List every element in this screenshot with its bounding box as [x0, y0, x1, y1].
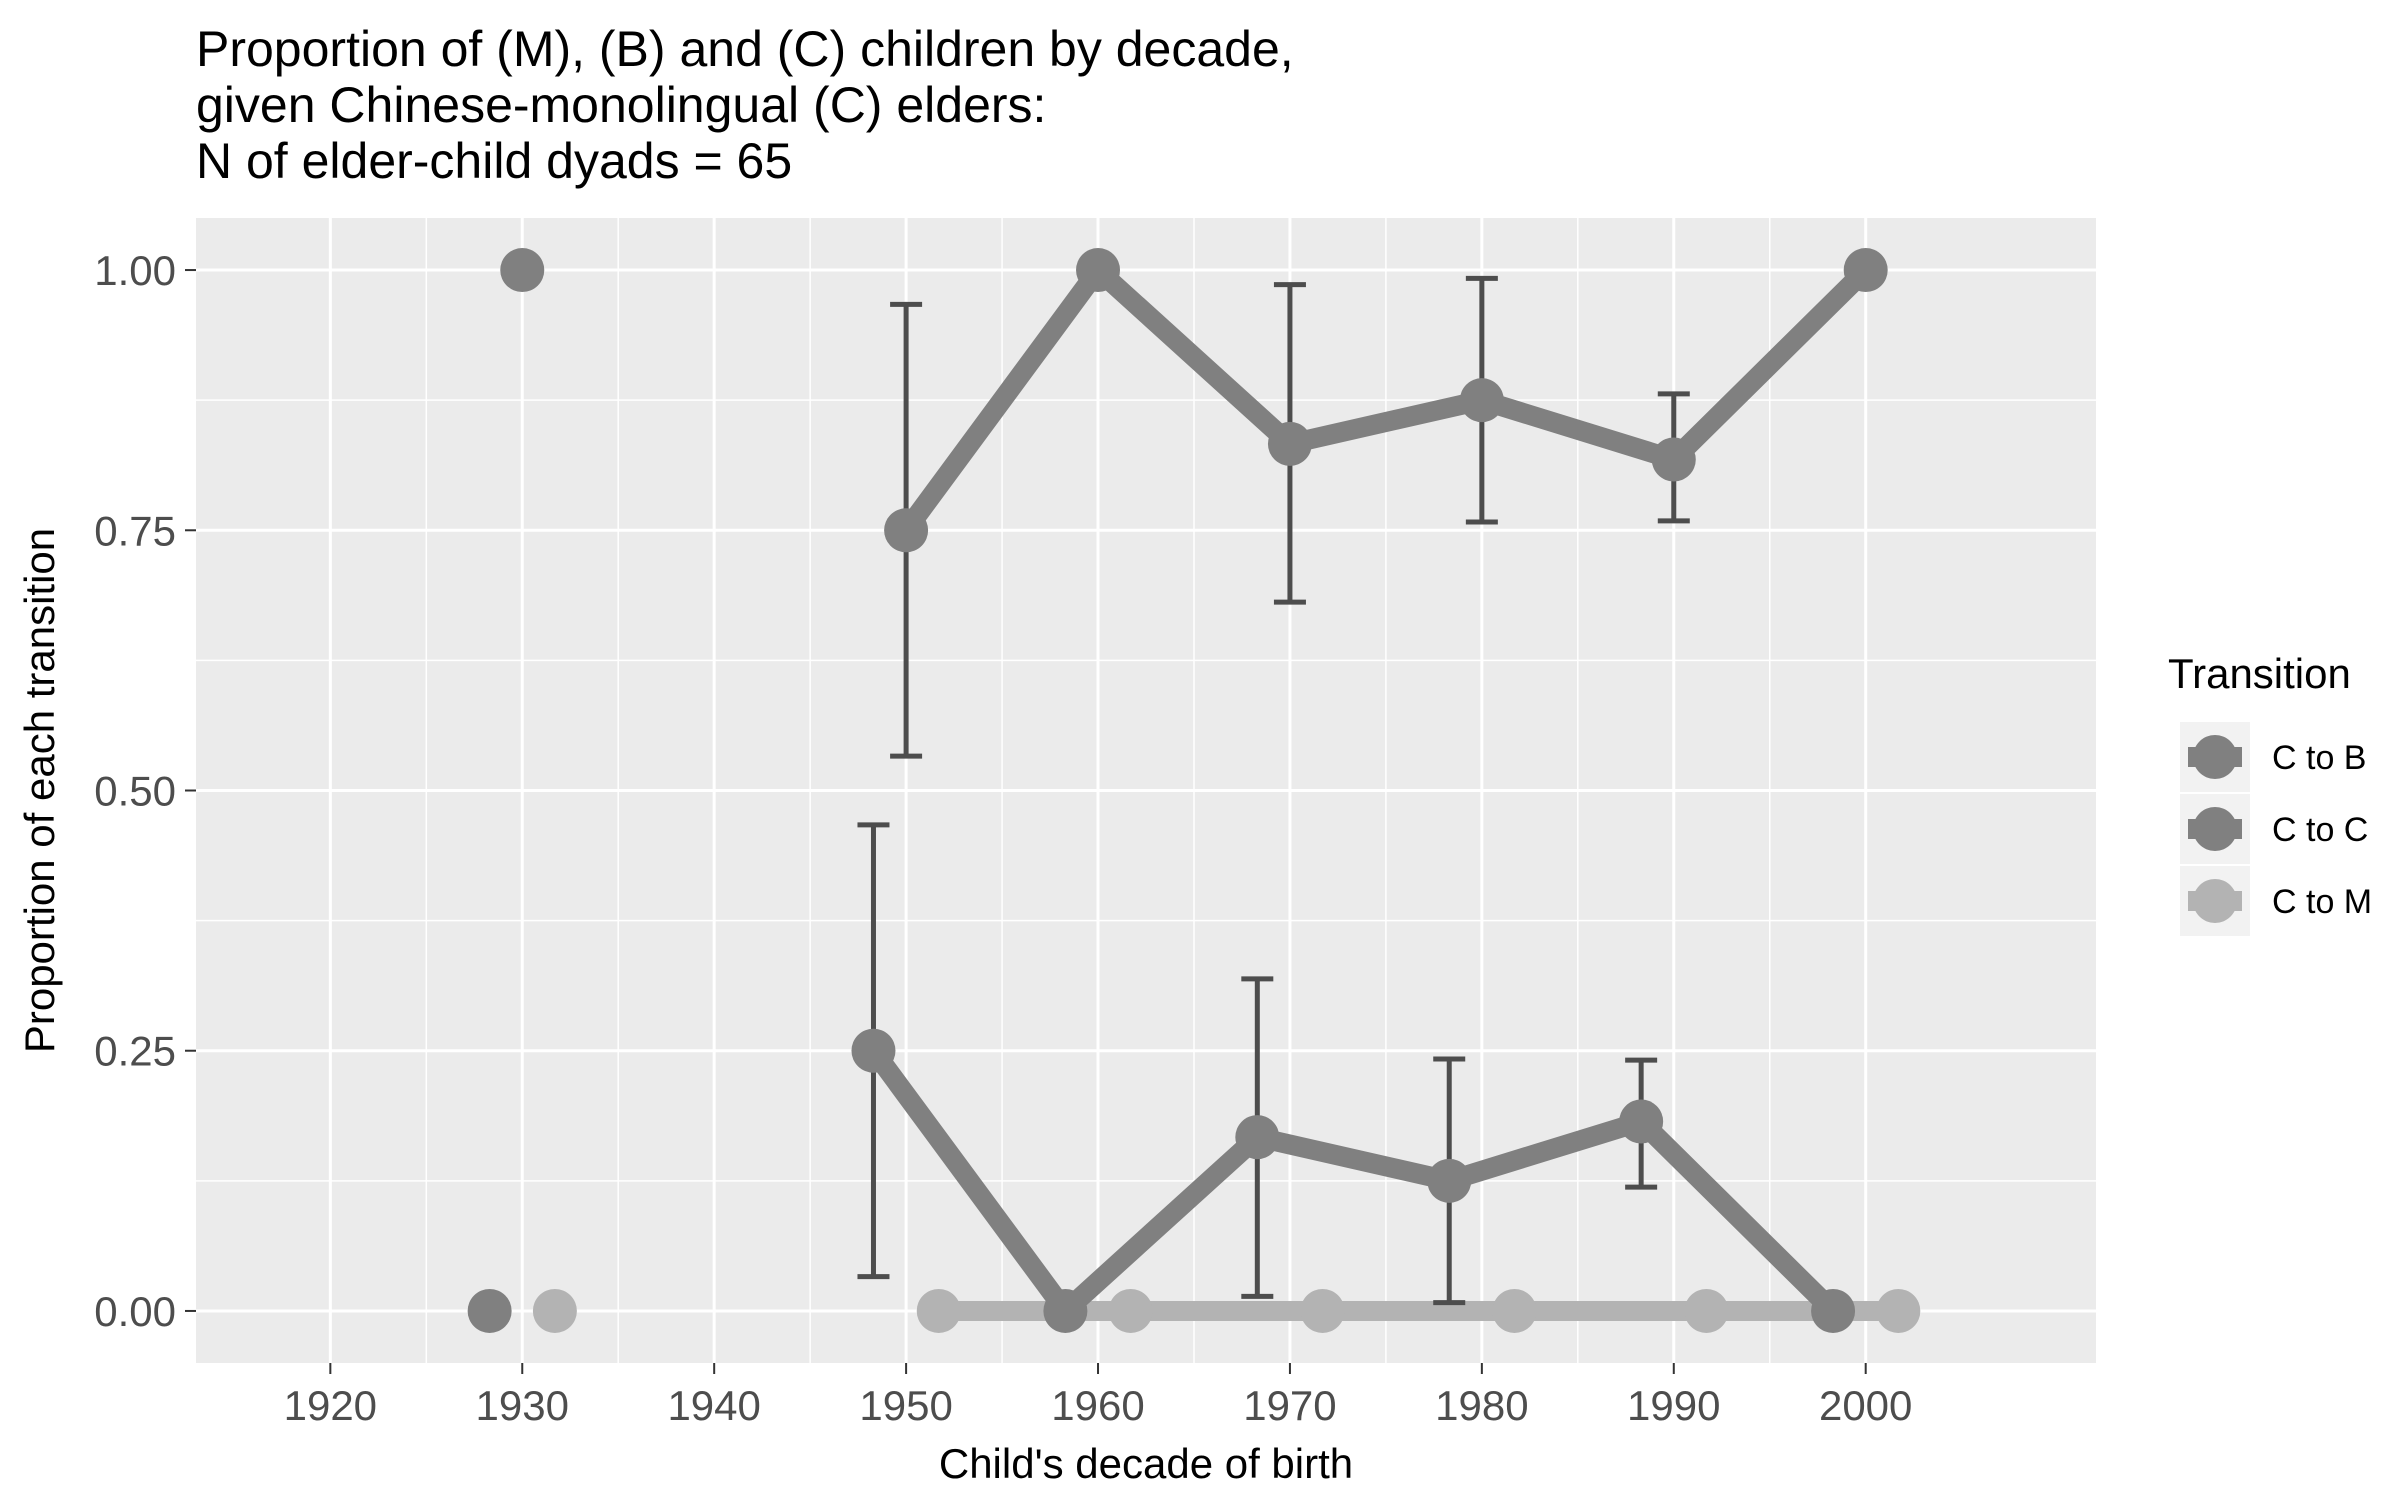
- legend-label-c-to-m: C to M: [2272, 883, 2372, 921]
- data-point-c-to-m: [1492, 1288, 1537, 1333]
- x-tick-label: 2000: [1819, 1382, 1912, 1429]
- legend-label-c-to-b: C to B: [2272, 739, 2366, 777]
- data-point-c-to-m: [916, 1288, 961, 1333]
- x-tick-label: 1940: [667, 1382, 760, 1429]
- data-point-c-to-c: [1619, 1099, 1664, 1144]
- legend-key-point-c-to-b: [2193, 735, 2237, 779]
- series-points: [467, 248, 1921, 1333]
- data-point-c-to-c: [1235, 1115, 1280, 1160]
- x-tick-label: 1930: [476, 1382, 569, 1429]
- data-point-c-to-b: [1651, 437, 1696, 482]
- data-point-c-to-b: [1267, 421, 1312, 466]
- y-tick-label: 0.50: [94, 768, 176, 815]
- x-tick-label: 1990: [1627, 1382, 1720, 1429]
- legend-key-point-c-to-m: [2193, 879, 2237, 923]
- legend-label-c-to-c: C to C: [2272, 811, 2368, 849]
- x-tick-label: 1980: [1435, 1382, 1528, 1429]
- data-point-c-to-m: [1876, 1288, 1921, 1333]
- chart-title-line-1: Proportion of (M), (B) and (C) children …: [196, 21, 1294, 77]
- series-lines: [863, 260, 1909, 1321]
- x-tick-label: 1920: [284, 1382, 377, 1429]
- data-point-c-to-b: [1076, 248, 1121, 293]
- data-point-c-to-c: [1427, 1158, 1472, 1203]
- y-tick-label: 0.75: [94, 507, 176, 554]
- chart-title-line-3: N of elder-child dyads = 65: [196, 133, 792, 189]
- data-marks: [467, 248, 1921, 1333]
- x-axis-ticks: 1920 1930 1940 1950 1960 1970 1980 1990 2000: [284, 1363, 1912, 1429]
- data-point-c-to-c: [1811, 1288, 1856, 1333]
- data-point-c-to-m: [532, 1288, 577, 1333]
- y-tick-label: 1.00: [94, 247, 176, 294]
- x-tick-label: 1950: [859, 1382, 952, 1429]
- legend-title: Transition: [2168, 650, 2351, 697]
- data-point-c-to-b: [500, 248, 545, 293]
- legend-keys: C to B C to C C to M: [2180, 722, 2372, 936]
- data-point-c-to-m: [1684, 1288, 1729, 1333]
- y-tick-label: 0.25: [94, 1028, 176, 1075]
- legend-key-point-c-to-c: [2193, 807, 2237, 851]
- data-point-c-to-b: [1459, 378, 1504, 423]
- series-line-c-to-b: [896, 260, 1876, 541]
- y-axis-title: Proportion of each transition: [16, 528, 63, 1053]
- series-line-c-to-c: [863, 1040, 1844, 1321]
- data-point-c-to-m: [1108, 1288, 1153, 1333]
- legend: Transition C to B C to C C to M: [2168, 650, 2372, 936]
- chart-title: Proportion of (M), (B) and (C) children …: [196, 21, 1294, 189]
- data-point-c-to-c: [1043, 1288, 1088, 1333]
- data-point-c-to-c: [851, 1028, 896, 1073]
- data-point-c-to-b: [1843, 248, 1888, 293]
- data-point-c-to-m: [1300, 1288, 1345, 1333]
- data-point-c-to-c: [467, 1288, 512, 1333]
- x-tick-label: 1970: [1243, 1382, 1336, 1429]
- x-axis-title: Child's decade of birth: [939, 1440, 1353, 1487]
- y-axis-ticks: 0.00 0.25 0.50 0.75 1.00: [94, 247, 196, 1335]
- x-tick-label: 1960: [1051, 1382, 1144, 1429]
- data-point-c-to-b: [884, 508, 929, 553]
- y-tick-label: 0.00: [94, 1288, 176, 1335]
- chart-title-line-2: given Chinese-monolingual (C) elders:: [196, 77, 1046, 133]
